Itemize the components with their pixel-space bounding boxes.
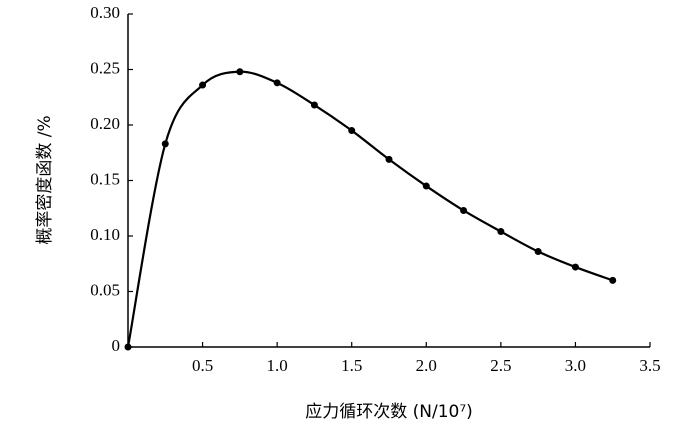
point [124, 343, 132, 351]
point [199, 81, 207, 89]
y-tick-label: 0.10 [90, 225, 120, 244]
x-tick-label: 1.5 [341, 356, 362, 375]
point [534, 248, 542, 256]
point [422, 182, 430, 190]
y-tick-label: 0.20 [90, 114, 120, 133]
point [236, 68, 244, 76]
x-tick-label: 0.5 [192, 356, 213, 375]
y-tick-label: 0.15 [90, 169, 120, 188]
y-tick-label: 0.05 [90, 280, 120, 299]
x-tick-label: 3.0 [565, 356, 586, 375]
y-tick-label: 0.25 [90, 58, 120, 77]
point [497, 228, 505, 236]
point [460, 206, 468, 214]
point [609, 276, 617, 284]
line [126, 70, 614, 348]
x-tick-label: 1.0 [267, 356, 288, 375]
point [385, 155, 393, 163]
y-tick-label: 0 [112, 336, 121, 355]
y-axis-label: 概率密度函数 /% [35, 115, 55, 244]
x-tick-label: 2.5 [490, 356, 511, 375]
y-tick-label: 0.30 [90, 3, 120, 22]
point [273, 79, 281, 87]
x-tick-label: 3.5 [639, 356, 660, 375]
point [310, 101, 318, 109]
point [571, 263, 579, 271]
point [348, 127, 356, 135]
x-tick-label: 2.0 [416, 356, 437, 375]
x-axis-label: 应力循环次数 (N/10⁷) [305, 402, 473, 422]
point [161, 140, 169, 148]
